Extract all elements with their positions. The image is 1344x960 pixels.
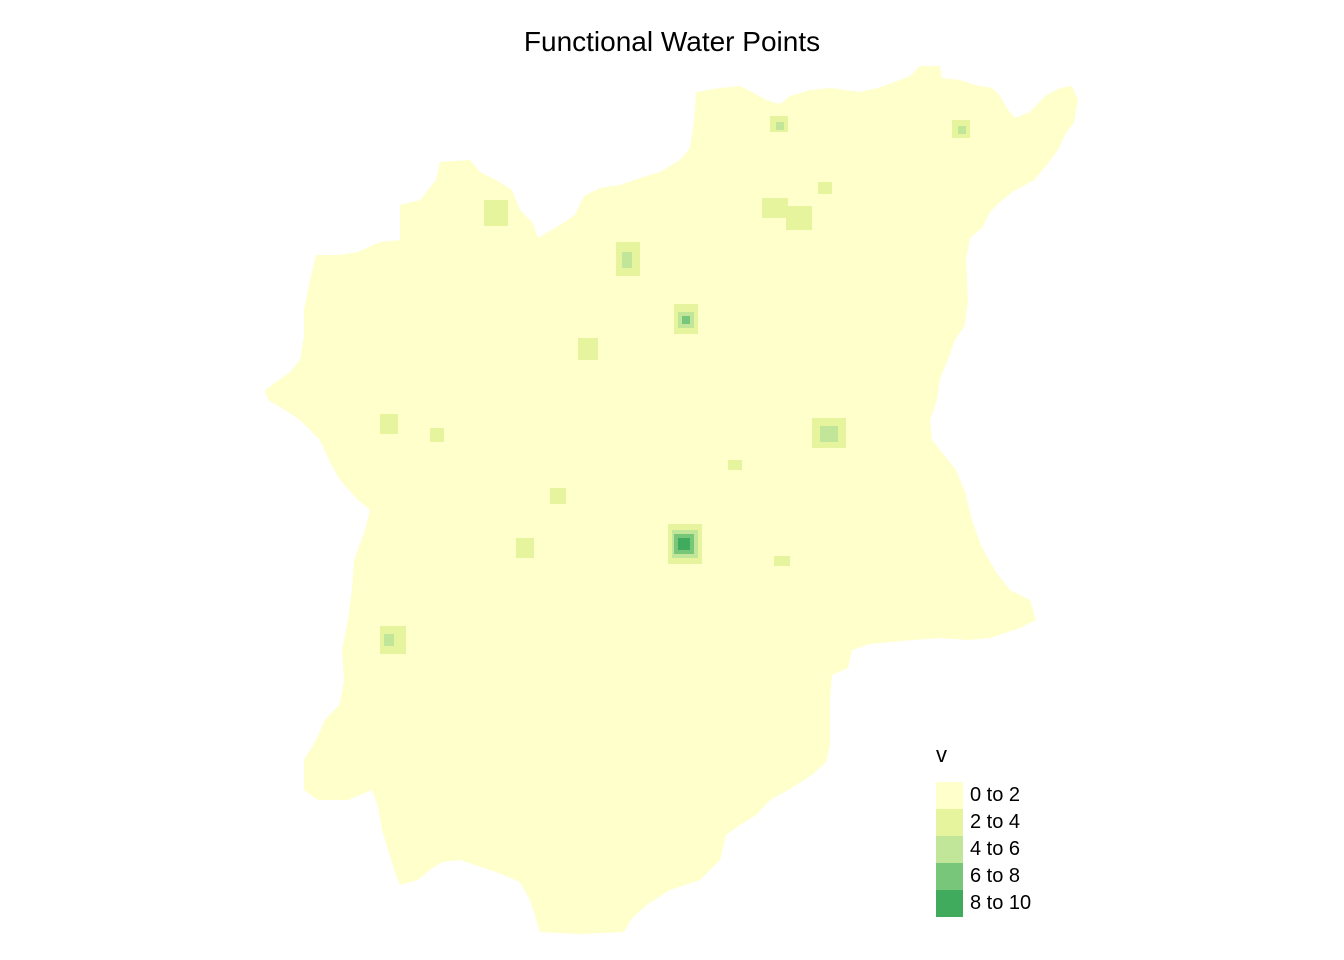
map-title: Functional Water Points — [523, 26, 821, 57]
hotspots-8-10 — [678, 538, 690, 550]
hotspot-cell — [622, 252, 632, 268]
legend-item: 2 to 4 — [936, 809, 1031, 836]
hotspot-cell — [762, 198, 788, 218]
hotspot-cell — [678, 538, 690, 550]
hotspot-cell — [682, 316, 690, 324]
legend-item: 6 to 8 — [936, 863, 1031, 890]
legend-label: 0 to 2 — [970, 784, 1021, 806]
hotspot-cell — [430, 428, 444, 442]
legend-label: 8 to 10 — [970, 892, 1032, 914]
hotspots-2-4 — [380, 116, 970, 654]
region-polygon — [265, 66, 1078, 934]
legend-label: 2 to 4 — [970, 811, 1021, 833]
hotspot-cell — [776, 122, 784, 130]
hotspot-cell — [550, 488, 566, 504]
hotspot-cell — [818, 182, 832, 194]
legend-swatch — [936, 782, 963, 809]
hotspot-cell — [484, 200, 508, 226]
legend-swatch — [936, 863, 963, 890]
legend-label: 6 to 8 — [970, 865, 1021, 887]
hotspot-cell — [958, 126, 966, 134]
legend-item: 0 to 2 — [936, 782, 1031, 809]
hotspot-cell — [578, 338, 598, 360]
legend-swatch — [936, 809, 963, 836]
legend-title: v — [936, 742, 947, 767]
hotspot-cell — [786, 206, 812, 230]
hotspot-cell — [728, 460, 742, 470]
legend-item: 8 to 10 — [936, 890, 1031, 917]
hotspot-cell — [516, 538, 534, 558]
hotspot-cell — [820, 426, 838, 442]
legend-swatch — [936, 836, 963, 863]
hotspot-cell — [380, 414, 398, 434]
legend-swatch — [936, 890, 963, 917]
legend-items: 0 to 2 2 to 4 4 to 6 6 to 8 8 to 10 — [936, 782, 1031, 917]
legend-item: 4 to 6 — [936, 836, 1031, 863]
hotspot-cell — [384, 634, 394, 646]
legend: v 0 to 2 2 to 4 4 to 6 6 to 8 8 to 10 — [936, 742, 1031, 917]
legend-label: 4 to 6 — [970, 838, 1021, 860]
hotspot-cell — [774, 556, 790, 566]
